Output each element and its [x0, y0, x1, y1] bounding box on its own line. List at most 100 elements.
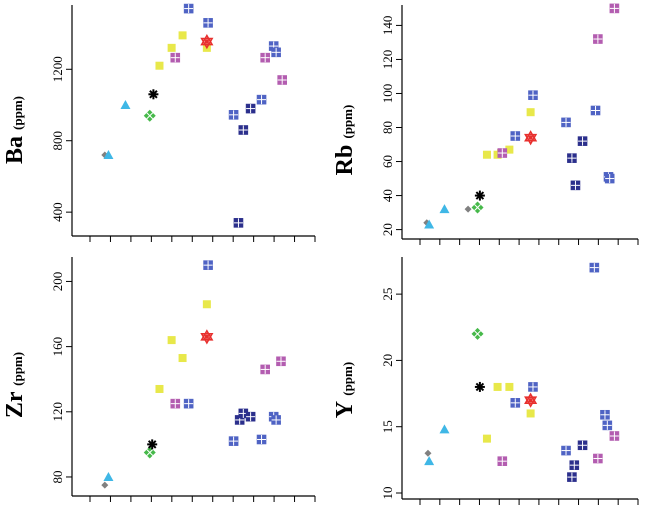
zr-point-boxgrid — [245, 411, 256, 422]
zr-point-star — [147, 439, 158, 450]
rb-y-tick-label: 60 — [380, 155, 395, 168]
rb-point-davidstar — [524, 130, 538, 146]
ba-point-davidstar — [200, 34, 214, 50]
y-point-boxgrid — [600, 409, 610, 420]
rb-point-boxgrid — [497, 148, 508, 158]
rb-point-boxgrid — [590, 105, 601, 116]
rb-y-tick-label: 40 — [380, 189, 395, 202]
y-point-diamond — [424, 449, 432, 457]
y-point-triangle — [424, 456, 435, 466]
ba-point-boxgrid — [203, 18, 213, 28]
rb-y-tick-label: 120 — [380, 50, 395, 70]
ba-axis-title: Ba (ppm) — [2, 96, 28, 164]
y-point-boxgrid — [510, 398, 521, 408]
zr-point-boxgrid — [170, 398, 181, 409]
zr-point-davidstar — [200, 329, 214, 345]
y-point-triangle — [439, 424, 450, 434]
y-point-davidstar — [524, 392, 538, 408]
ba-point-square — [155, 61, 164, 70]
zr-axis-title: Zr (ppm) — [2, 352, 28, 418]
y-y-tick-label: 20 — [380, 354, 395, 367]
y-axis-title: Y (ppm) — [332, 362, 358, 418]
zr-point-boxgrid — [183, 398, 194, 409]
zr-point-boxgrid — [271, 415, 281, 425]
rb-y-tick-label: 140 — [380, 16, 395, 35]
y-y-tick-label: 25 — [380, 288, 395, 301]
ba-point-triangle — [120, 100, 131, 109]
rb-point-boxgrid — [561, 117, 571, 128]
y-point-boxgrid — [589, 262, 600, 273]
zr-point-square — [202, 300, 211, 309]
rb-point-triangle — [424, 219, 435, 229]
rb-point-diamond — [464, 205, 472, 213]
y-point-diamondx — [471, 327, 484, 340]
rb-y-tick-label: 20 — [380, 223, 395, 236]
y-point-boxgrid — [528, 382, 538, 392]
rb-axis-title: Rb (ppm) — [332, 105, 358, 176]
rb-panel: 20 40 60 80 100 120 140 Rb (ppm) — [332, 3, 639, 245]
ba-point-triangle — [103, 150, 114, 159]
y-point-boxgrid — [602, 420, 613, 431]
rb-point-boxgrid — [593, 34, 603, 44]
rb-point-boxgrid — [570, 180, 581, 191]
rb-point-square — [526, 108, 535, 117]
y-axis-unit: (ppm) — [340, 362, 355, 396]
y-point-star — [474, 381, 485, 392]
y-point-boxgrid — [561, 445, 571, 456]
rb-point-square — [482, 150, 491, 159]
ba-point-boxgrid — [245, 103, 256, 114]
rb-point-diamondx — [471, 201, 484, 214]
rb-axis-element: Rb — [332, 139, 358, 176]
ba-y-tick-label: 800 — [50, 131, 65, 151]
ba-point-boxgrid — [233, 218, 244, 228]
zr-point-boxgrid — [203, 260, 213, 270]
ba-y-tick-label: 1200 — [50, 56, 65, 82]
ba-point-boxgrid — [271, 47, 281, 58]
y-point-boxgrid — [497, 456, 508, 466]
ba-point-boxgrid — [228, 110, 239, 120]
ba-point-boxgrid — [238, 125, 249, 135]
zr-y-tick-label: 120 — [50, 402, 65, 422]
rb-axis-unit: (ppm) — [340, 105, 355, 139]
y-point-boxgrid — [567, 472, 577, 482]
rb-y-tick-label: 100 — [380, 84, 395, 104]
ba-panel: 400 800 1200 Ba (ppm) — [2, 3, 316, 242]
zr-y-tick-label: 200 — [50, 272, 65, 292]
zr-point-square — [167, 336, 176, 345]
ba-y-tick-label: 400 — [50, 202, 65, 222]
y-point-square — [482, 434, 491, 443]
zr-point-square — [155, 384, 164, 393]
ba-point-boxgrid — [170, 52, 181, 63]
ba-point-square — [178, 31, 187, 40]
rb-y-tick-label: 80 — [380, 121, 395, 134]
rb-point-boxgrid — [510, 131, 521, 141]
y-point-boxgrid — [593, 453, 603, 464]
rb-point-boxgrid — [567, 153, 577, 163]
ba-point-diamondx — [143, 109, 156, 122]
zr-axis-element: Zr — [2, 386, 28, 418]
y-y-tick-label: 15 — [380, 420, 395, 433]
zr-panel: 80 120 160 200 Zr (ppm) — [2, 257, 316, 502]
y-point-square — [526, 409, 535, 418]
zr-point-diamond — [101, 481, 109, 489]
y-axis-element: Y — [332, 396, 358, 418]
y-y-tick-label: 10 — [380, 487, 395, 500]
rb-point-triangle — [439, 204, 450, 214]
zr-point-triangle — [103, 471, 114, 481]
ba-point-boxgrid — [183, 3, 194, 14]
zr-point-boxgrid — [256, 434, 267, 445]
ba-point-boxgrid — [260, 52, 270, 63]
y-point-square — [505, 382, 514, 391]
ba-axis-unit: (ppm) — [10, 96, 25, 130]
ba-point-boxgrid — [256, 94, 267, 105]
rb-point-boxgrid — [577, 136, 588, 146]
y-point-boxgrid — [569, 460, 580, 470]
zr-point-boxgrid — [228, 436, 239, 446]
y-panel: 10 15 20 25 Y (ppm) — [332, 257, 639, 505]
rb-point-star — [474, 190, 485, 201]
y-point-boxgrid — [577, 440, 588, 451]
zr-point-diamondx — [143, 446, 156, 459]
ba-point-star — [148, 89, 159, 100]
ba-point-square — [167, 43, 176, 52]
zr-axis-unit: (ppm) — [10, 352, 25, 386]
